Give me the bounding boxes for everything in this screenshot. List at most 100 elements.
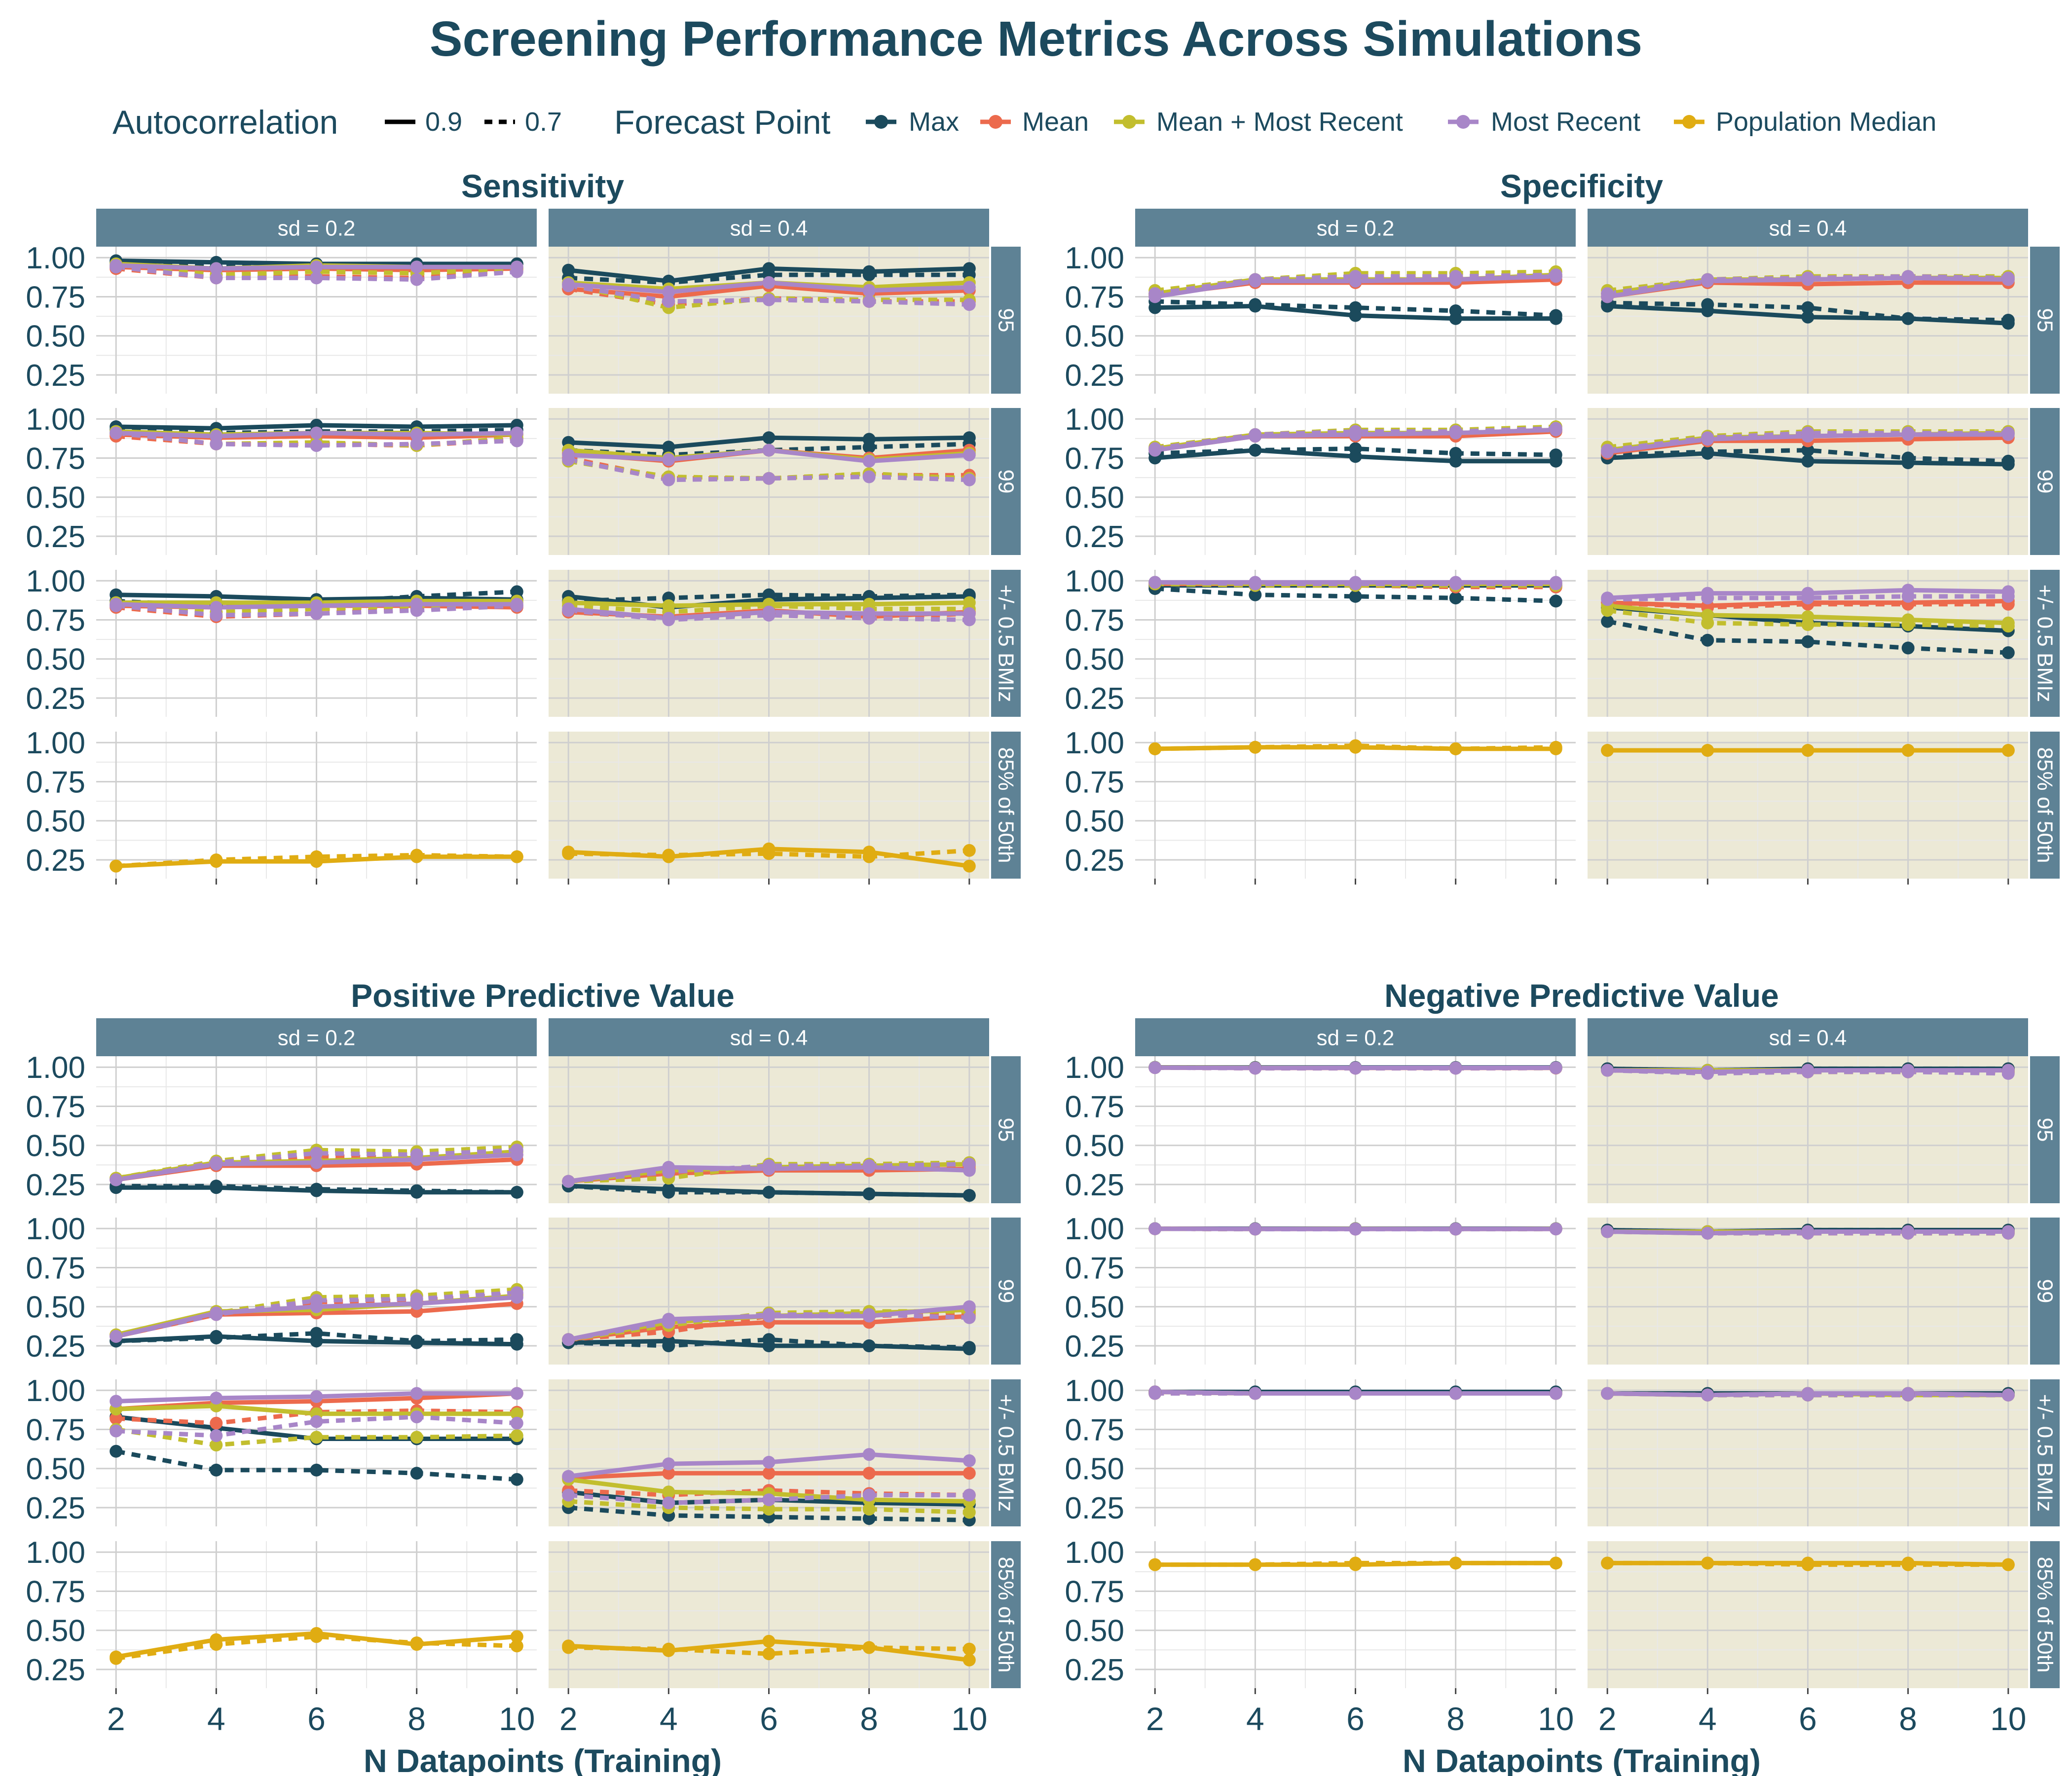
x-tick-label: 8 [407, 1701, 426, 1737]
series-line [115, 263, 518, 277]
y-tick-label: 1.00 [1065, 564, 1124, 598]
data-point [310, 1327, 323, 1340]
panel [1135, 732, 1576, 879]
series-line [115, 603, 518, 618]
row-facet-strip [2030, 1056, 2060, 1203]
data-point [210, 1416, 223, 1430]
row-facet-strip [991, 1379, 1021, 1526]
data-point [1549, 1222, 1562, 1236]
data-point [110, 1395, 123, 1408]
data-point [1349, 442, 1362, 455]
data-point [1901, 312, 1915, 325]
series-line [568, 1493, 969, 1505]
data-point [762, 1493, 776, 1507]
chart-title: Specificity [1500, 168, 1663, 204]
data-point [1349, 577, 1362, 591]
series-line [1607, 274, 2008, 296]
y-tick-label: 0.75 [26, 280, 85, 314]
x-tick-label: 2 [559, 1701, 578, 1737]
y-tick-label: 0.50 [1065, 1129, 1124, 1163]
data-point [662, 613, 675, 627]
panel [549, 1541, 989, 1688]
y-tick-label: 0.25 [26, 1330, 85, 1364]
data-point [410, 1334, 423, 1348]
data-point [310, 426, 323, 440]
data-point [562, 1175, 575, 1188]
panel [549, 408, 989, 555]
data-point [110, 859, 123, 873]
data-point [210, 1156, 223, 1169]
data-point [210, 608, 223, 622]
data-point [562, 1641, 575, 1654]
data-point [1601, 1225, 1614, 1238]
y-tick-label: 1.00 [26, 726, 85, 760]
data-point [510, 585, 523, 598]
column-facet-strip [96, 1018, 537, 1056]
data-point [662, 1339, 675, 1352]
data-point [962, 1642, 976, 1656]
series-line [115, 431, 517, 448]
y-tick-label: 0.75 [1065, 1090, 1124, 1124]
y-tick-label: 0.75 [26, 1575, 85, 1609]
data-point [1801, 310, 1814, 324]
data-point [510, 1387, 523, 1400]
data-point [1349, 270, 1362, 283]
data-point [1701, 592, 1714, 605]
data-point [1549, 448, 1562, 462]
data-point [762, 1456, 776, 1469]
y-tick-label: 0.25 [1065, 1330, 1124, 1364]
data-point [762, 1333, 776, 1346]
x-tick-label: 4 [1699, 1701, 1717, 1737]
x-axis-title: N Datapoints (Training) [1403, 1742, 1761, 1776]
data-point [2001, 590, 2015, 603]
row-facet-label: 85% of 50th [2033, 1557, 2057, 1673]
series-line [1607, 608, 2008, 629]
y-tick-label: 0.50 [26, 320, 85, 354]
x-tick-label: 8 [1446, 1701, 1465, 1737]
data-point [762, 1467, 776, 1480]
series-line [568, 1162, 969, 1184]
data-point [1349, 1062, 1362, 1075]
data-point [862, 1467, 876, 1480]
data-point [310, 1156, 323, 1169]
column-facet-strip [1135, 209, 1576, 247]
x-tick-label: 10 [1538, 1701, 1574, 1737]
data-point [1801, 635, 1814, 648]
panel [1135, 1056, 1576, 1203]
data-point [510, 1185, 523, 1199]
data-point [1601, 593, 1614, 606]
y-tick-label: 0.75 [26, 603, 85, 637]
data-point [510, 1286, 523, 1299]
data-point [1901, 1558, 1915, 1571]
y-tick-label: 1.00 [1065, 726, 1124, 760]
series-line [115, 1414, 518, 1438]
data-point [1449, 270, 1462, 283]
y-tick-label: 0.50 [26, 643, 85, 677]
data-point [210, 1439, 223, 1452]
data-point [1148, 1387, 1162, 1400]
data-point [1549, 268, 1562, 282]
series-line [568, 283, 969, 307]
data-point [1249, 577, 1262, 591]
data-point [1901, 641, 1915, 655]
data-point [562, 453, 575, 466]
legend-label-forecast: Mean + Most Recent [1156, 107, 1403, 137]
data-point [562, 1470, 575, 1483]
data-point [410, 1431, 423, 1444]
panel [1135, 1218, 1576, 1365]
column-facet-strip [1135, 1018, 1576, 1056]
legend-title-forecast: Forecast Point [614, 104, 831, 141]
data-point [510, 1639, 523, 1653]
row-facet-label: 99 [2033, 470, 2057, 494]
y-tick-label: 0.50 [1065, 1452, 1124, 1486]
series-line [115, 264, 518, 282]
data-point [1549, 1061, 1562, 1074]
series-line [1607, 1229, 2008, 1236]
column-facet-strip [549, 209, 989, 247]
data-point [1801, 444, 1814, 457]
series-line [1155, 299, 1556, 318]
data-point [510, 1333, 523, 1346]
column-facet-label: sd = 0.2 [1317, 217, 1395, 241]
series-line [1607, 619, 2009, 655]
y-tick-label: 0.25 [26, 359, 85, 393]
